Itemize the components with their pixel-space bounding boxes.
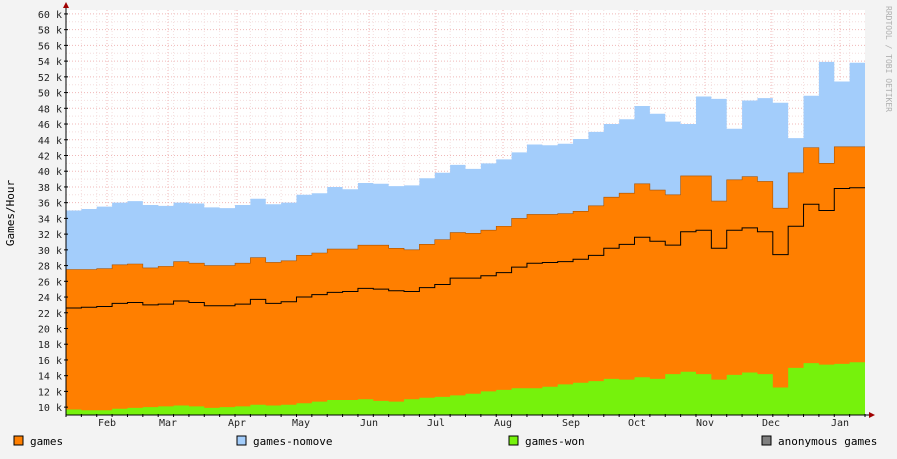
legend-label: games-won <box>525 435 585 448</box>
x-tick-label: Mar <box>159 418 177 429</box>
axes <box>63 2 875 418</box>
legend: games games-nomove games-won anonymous game… <box>13 435 877 448</box>
legend-swatch <box>236 435 247 446</box>
y-tick-label: 42 k <box>38 151 62 162</box>
x-tick-label: Aug <box>494 418 512 429</box>
legend-label: games <box>30 435 63 448</box>
y-tick-label: 54 k <box>38 57 62 68</box>
x-tick-label: May <box>292 418 310 429</box>
y-tick-label: 14 k <box>38 372 62 383</box>
legend-label: games-nomove <box>253 435 332 448</box>
series-area-games-won <box>66 362 865 415</box>
y-tick-label: 52 k <box>38 73 62 84</box>
x-axis-arrow <box>869 412 875 418</box>
legend-item-games-nomove: games-nomove <box>236 435 332 448</box>
y-tick-label: 30 k <box>38 246 62 257</box>
legend-swatch <box>761 435 772 446</box>
y-tick-label: 22 k <box>38 309 62 320</box>
area-series <box>66 61 865 416</box>
legend-item-games-won: games-won <box>508 435 585 448</box>
legend-swatch <box>13 435 24 446</box>
series-outline-games <box>66 146 865 270</box>
series-line-anonymous-games <box>66 187 865 309</box>
y-tick-label: 26 k <box>38 277 62 288</box>
legend-item-anonymous-games: anonymous games <box>761 435 877 448</box>
x-tick-label: Nov <box>696 418 714 429</box>
y-tick-label: 34 k <box>38 214 62 225</box>
y-tick-label: 40 k <box>38 167 62 178</box>
x-tick-label: Jan <box>831 418 849 429</box>
y-tick-label: 58 k <box>38 26 62 37</box>
y-tick-label: 32 k <box>38 230 62 241</box>
y-axis-label: Games/Hour <box>4 180 17 247</box>
x-tick-label: Feb <box>98 418 116 429</box>
y-tick-label: 20 k <box>38 324 62 335</box>
y-tick-label: 36 k <box>38 199 62 210</box>
line-series <box>66 146 865 309</box>
y-tick-label: 38 k <box>38 183 62 194</box>
y-tick-label: 60 k <box>38 10 62 21</box>
x-tick-label: Dec <box>762 418 780 429</box>
y-tick-label: 50 k <box>38 89 62 100</box>
legend-swatch <box>508 435 519 446</box>
y-tick-label: 56 k <box>38 41 62 52</box>
x-tick-label: Oct <box>628 418 646 429</box>
y-tick-label: 10 k <box>38 403 62 414</box>
y-tick-label: 28 k <box>38 262 62 273</box>
y-tick-label: 16 k <box>38 356 62 367</box>
y-tick-label: 48 k <box>38 104 62 115</box>
y-axis-tick-labels: 10 k 12 k 14 k 16 k 18 k 20 k 22 k 24 k 26 k 28 k… <box>38 10 62 414</box>
y-tick-label: 18 k <box>38 340 62 351</box>
y-tick-label: 44 k <box>38 136 62 147</box>
x-tick-label: Apr <box>228 418 246 429</box>
legend-label: anonymous games <box>778 435 877 448</box>
legend-item-games: games <box>13 435 63 448</box>
y-tick-label: 12 k <box>38 387 62 398</box>
watermark: RRDTOOL / TOBI OETIKER <box>884 6 893 112</box>
x-axis-tick-labels: Feb Mar Apr May Jun Jul Aug Sep Oct Nov Dec Jan <box>98 418 849 429</box>
y-tick-label: 24 k <box>38 293 62 304</box>
x-tick-label: Jun <box>360 418 378 429</box>
x-tick-label: Sep <box>562 418 580 429</box>
x-tick-label: Jul <box>427 418 445 429</box>
y-axis-arrow <box>63 2 69 8</box>
y-tick-label: 46 k <box>38 120 62 131</box>
series-area-games <box>66 146 865 415</box>
